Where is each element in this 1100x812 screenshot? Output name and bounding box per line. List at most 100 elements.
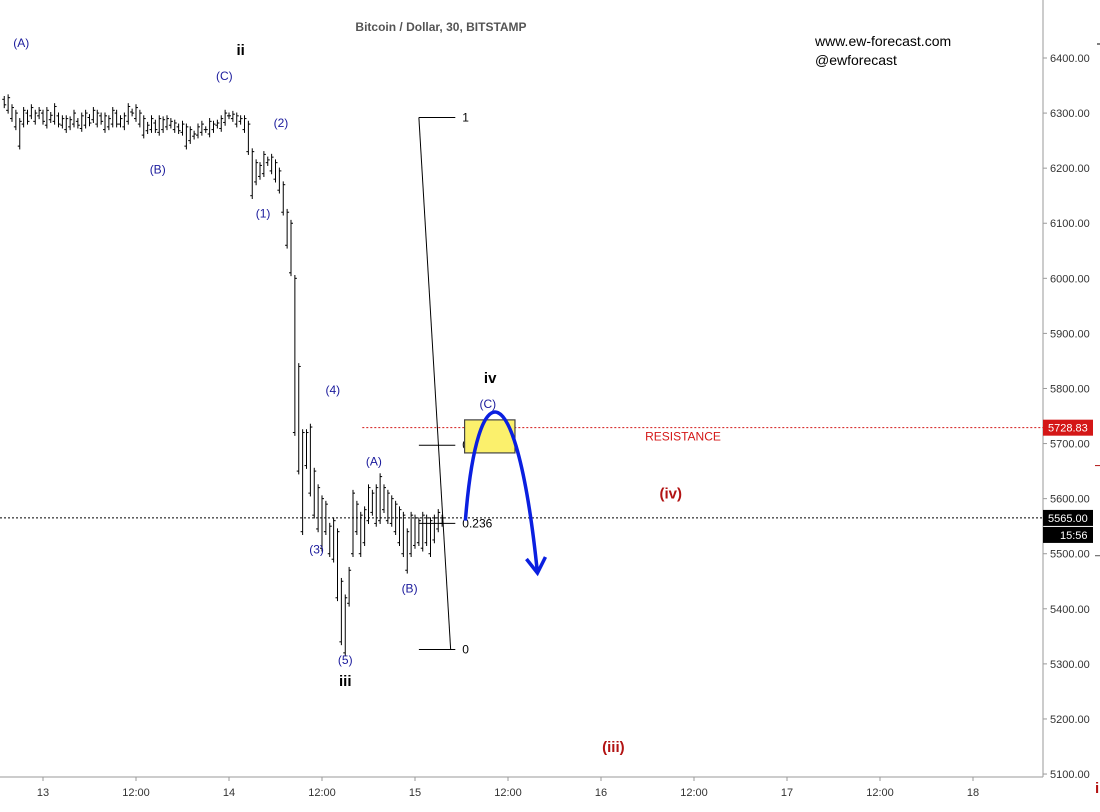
ohlc-bar-72 [281,181,286,216]
ohlc-bar-111 [432,514,437,544]
price-axis[interactable]: 6400.00 6300.00 6200.00 6100.00 6000.00 5900.… [1043,53,1100,781]
y-tick-label-0: 6400.00 [1050,53,1090,65]
ohlc-bar-88 [343,594,348,657]
ohlc-bar-43 [168,118,173,129]
ohlc-bar-27 [106,115,111,131]
ohlc-bar-54 [211,120,216,133]
x-tick-label-9: 12:00 [866,787,894,799]
wave-label-12: (B) [402,581,418,595]
axis-corner [1043,777,1100,807]
resistance-price-tag-text: 5728.83 [1048,423,1088,435]
wave-label-2: (B) [150,163,166,177]
x-tick-label-2: 14 [223,787,235,799]
ohlc-bar-25 [99,112,104,125]
ohlc-bar-8 [33,109,38,125]
edge-label-fragment: i [1095,780,1099,797]
time-axis[interactable]: 13 12:00 14 12:00 15 12:00 16 12:00 17 12:00 18 [37,777,979,799]
ohlc-bar-34 [134,104,138,122]
ohlc-bar-73 [285,208,290,249]
ohlc-bar-65 [254,159,259,186]
ohlc-bar-7 [29,104,34,120]
ohlc-bar-4 [17,118,22,150]
ohlc-bar-67 [261,151,266,177]
ohlc-bar-110 [428,517,433,558]
x-tick-label-7: 12:00 [680,787,708,799]
ohlc-bar-15 [60,115,65,129]
ohlc-bar-55 [215,119,220,129]
current-price-tag-text: 5565.00 [1048,513,1088,525]
ohlc-bar-28 [110,107,115,128]
fib-trend-line [418,117,452,650]
ohlc-bar-106 [413,514,417,549]
y-tick-label-2: 6200.00 [1050,163,1090,175]
ohlc-bar-26 [103,112,107,133]
ohlc-bar-70 [273,159,278,183]
ohlc-bar-112 [436,509,441,533]
ohlc-bar-71 [277,167,282,194]
ohlc-bar-82 [320,495,324,552]
ohlc-bar-17 [68,116,73,131]
ohlc-bar-62 [242,115,247,133]
ohlc-bar-63 [246,120,251,155]
ohlc-bar-50 [196,123,200,139]
projection-path [463,410,540,574]
ohlc-bar-102 [397,506,402,547]
ohlc-bar-84 [327,522,332,558]
ohlc-bar-100 [389,495,394,527]
ohlc-bar-74 [289,219,293,277]
ohlc-bar-68 [265,156,270,166]
projection-arrowhead [525,556,548,577]
ohlc-bar-13 [52,103,57,125]
wave-label-11: (A) [366,455,382,469]
ohlc-bar-103 [401,511,406,558]
x-tick-label-6: 16 [595,787,607,799]
ohlc-bar-61 [238,115,243,125]
x-tick-label-0: 13 [37,787,49,799]
x-tick-label-5: 12:00 [494,787,522,799]
ohlc-bar-41 [161,116,166,133]
wave-label-13: iv [484,370,497,387]
ohlc-bar-86 [335,528,340,602]
bar-countdown-tag-text: 15:56 [1060,530,1088,542]
ohlc-bar-107 [416,517,421,547]
ohlc-bar-37 [145,121,150,135]
watermark-handle: @ewforecast [815,52,897,68]
y-tick-label-4: 6000.00 [1050,273,1090,285]
ohlc-bar-60 [234,112,239,128]
ohlc-bar-76 [296,363,301,475]
bar-countdown-tag [1043,526,1093,543]
fib-level-label-2: 0.236 [462,516,492,530]
ohlc-bar-42 [165,115,169,131]
y-tick-label-3: 6100.00 [1050,218,1090,230]
fib-level-label-0: 1 [462,110,469,124]
wave-label-8: (3) [309,543,324,557]
ohlc-bar-56 [219,115,224,132]
ohlc-bar-109 [424,514,429,547]
ohlc-bar-1 [6,94,11,114]
ohlc-bar-104 [405,528,410,574]
ohlc-bar-108 [420,511,425,552]
ohlc-bar-23 [91,107,96,123]
ohlc-bar-9 [37,107,42,120]
y-tick-label-6: 5800.00 [1050,383,1090,395]
y-tick-label-5: 5900.00 [1050,328,1090,340]
ohlc-bar-52 [203,126,208,133]
y-tick-label-8: 5600.00 [1050,494,1090,506]
y-tick-label-11: 5300.00 [1050,659,1090,671]
current-price-tag [1043,509,1093,526]
ohlc-bar-11 [44,107,49,129]
ohlc-bar-24 [95,109,100,128]
x-tick-label-3: 12:00 [308,787,336,799]
chart-title: Bitcoin / Dollar, 30, BITSTAMP [355,20,526,34]
ohlc-bar-5 [21,107,26,128]
ohlc-bar-39 [153,119,158,133]
ohlc-bar-64 [250,148,255,200]
ohlc-bar-30 [118,115,123,128]
ohlc-bar-16 [64,115,69,133]
wave-labels: (A)i(B)ii(C)(2)(1)(4)(3)(5)iii(A)(B)iv(C… [13,36,682,756]
fib-level-label-3: 0 [462,643,469,657]
ohlc-bar-57 [223,109,228,126]
ohlc-bar-32 [126,103,131,125]
